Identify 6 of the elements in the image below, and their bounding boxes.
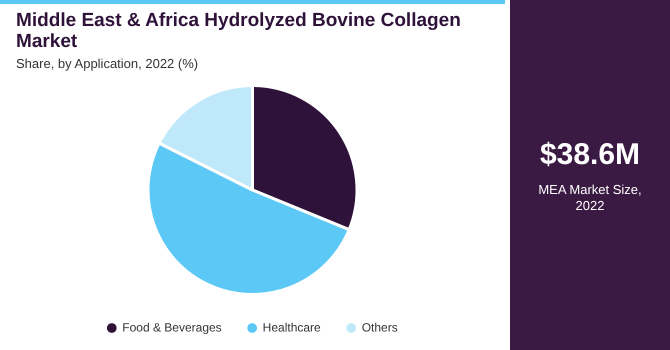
legend-label: Others [362,320,398,334]
chart-title: Middle East & Africa Hydrolyzed Bovine Collagen Market [16,10,462,52]
legend-label: Healthcare [262,320,322,334]
legend-label: Food & Beverages [122,320,222,334]
chart-subtitle: Share, by Application, 2022 (%) [16,56,198,71]
side-panel: $38.6M MEA Market Size, 2022 [510,0,670,350]
